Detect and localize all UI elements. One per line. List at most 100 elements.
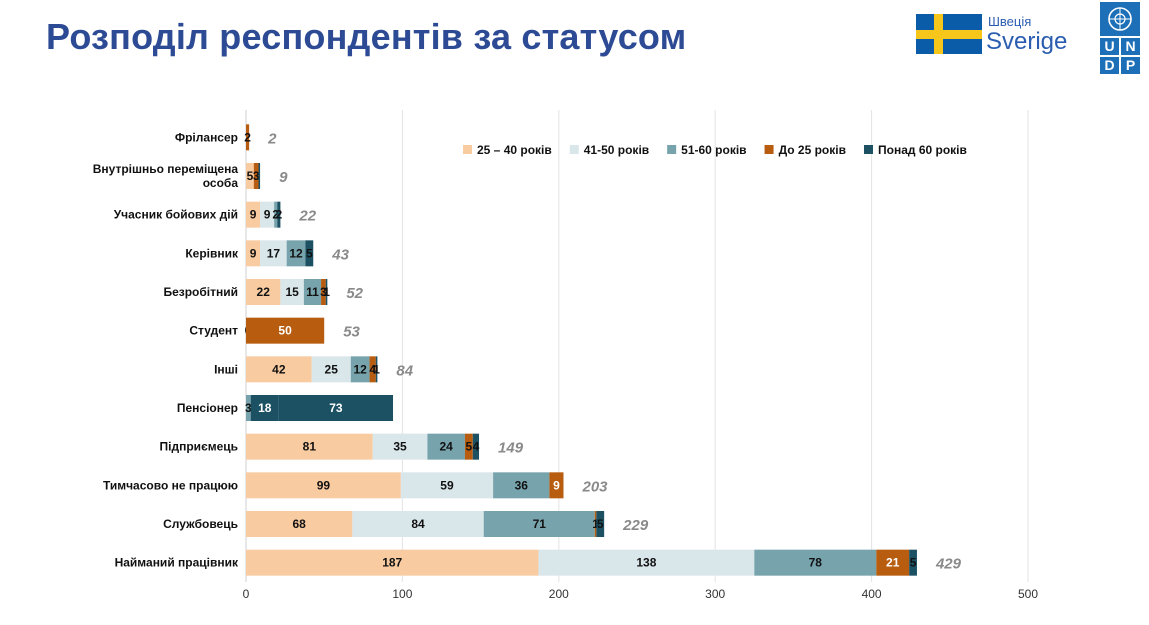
bar-segment (350, 356, 370, 383)
swedish-flag-icon (916, 14, 982, 54)
bar-segment (369, 356, 376, 383)
bar-segment (280, 279, 304, 305)
bar-segment (876, 549, 910, 576)
bar-segment (303, 279, 322, 305)
bar-segment (258, 163, 261, 189)
bar-segment (286, 240, 306, 267)
legend-swatch (863, 145, 873, 154)
bar-segment-label: 81 (303, 440, 317, 454)
x-tick-label: 400 (862, 587, 882, 601)
legend-swatch (463, 145, 472, 154)
bar-segment-label: 9 (250, 208, 257, 222)
bar-segment-label: 24 (440, 440, 454, 454)
x-tick-label: 300 (705, 587, 725, 601)
undp-letter: D (1100, 57, 1119, 74)
bar-segment-label: 1 (592, 517, 599, 531)
bar-segment (246, 472, 401, 499)
bar-segment-label: 3 (253, 169, 260, 183)
bar-segment (250, 395, 279, 421)
bar-segment-label: 36 (515, 478, 529, 492)
bar-segment-label: 9 (250, 246, 257, 260)
legend-label: 51-60 років (681, 143, 746, 157)
category-label: Тимчасово не працюю (103, 478, 238, 492)
bar-segment-label: 12 (289, 246, 303, 260)
bar-segment (400, 472, 494, 499)
bar-segment (909, 549, 917, 576)
bar-segment-label: 1 (373, 362, 380, 376)
sweden-logo-wordmark: Sverige (986, 28, 1068, 55)
bar-segment (311, 356, 351, 383)
bar-segment (464, 433, 473, 460)
bar-segment (372, 433, 428, 460)
category-label: Фрілансер (175, 130, 238, 144)
bar-segment-label: 9 (553, 478, 560, 492)
bar-total-label: 149 (498, 440, 524, 457)
bar-segment-label: 59 (440, 478, 454, 492)
legend-label: 41-50 років (584, 143, 649, 157)
bar-segment (246, 124, 250, 151)
legend-label: 25 – 40 років (477, 143, 552, 157)
bar-segment-label: 71 (533, 517, 547, 531)
x-tick-label: 0 (243, 587, 250, 601)
sweden-logo: Швеція Sverige (916, 14, 1076, 58)
category-label: Учасник бойових дій (114, 208, 238, 222)
bar-segment-label: 5 (910, 556, 917, 570)
bar-segment (260, 201, 275, 228)
bar-segment-label: 21 (886, 556, 900, 570)
x-tick-label: 100 (392, 587, 412, 601)
bar-total-label: 229 (622, 517, 649, 534)
bar-segment-label: 17 (267, 246, 281, 260)
bar-total-label: 43 (331, 246, 349, 263)
legend-swatch (667, 145, 677, 154)
bar-segment-label: 42 (272, 362, 286, 376)
category-label: Студент (189, 324, 238, 338)
bar-total-label: 2 (267, 130, 277, 147)
bar-segment (246, 511, 353, 537)
category-label: Безробітний (163, 285, 238, 299)
bar-segment (594, 511, 597, 537)
bar-segment (277, 201, 281, 228)
undp-letter: N (1121, 38, 1140, 55)
bar-segment-label: 18 (258, 401, 272, 415)
bar-segment-label: 5 (466, 440, 473, 454)
bar-segment-label: 99 (317, 478, 331, 492)
bar-segment-label: 68 (292, 517, 306, 531)
legend-label: До 25 років (779, 143, 846, 157)
bar-segment (253, 163, 259, 189)
bar-segment (246, 240, 261, 267)
bar-segment-label: 73 (329, 401, 343, 415)
bar-segment (246, 356, 312, 383)
bar-segment-label: 35 (393, 440, 407, 454)
bar-segment-label: 9 (264, 208, 271, 222)
bar-segment (246, 395, 251, 421)
undp-letter: P (1121, 57, 1140, 74)
legend-swatch (569, 145, 579, 154)
x-tick-label: 200 (549, 587, 569, 601)
bar-segment-label: 5 (247, 169, 254, 183)
bar-segment (352, 511, 484, 537)
bar-segment (596, 511, 605, 537)
bar-segment-label: 22 (257, 285, 271, 299)
bar-segment (246, 163, 254, 189)
bar-segment (325, 279, 328, 305)
bar-segment-label: 5 (597, 517, 604, 531)
bar-total-label: 53 (343, 324, 360, 341)
bar-segment-label: 11 (306, 285, 319, 299)
un-emblem-icon (1100, 2, 1140, 36)
bar-segment-label: 187 (382, 556, 402, 570)
bar-segment-label: 12 (353, 362, 367, 376)
bar-segment (274, 201, 278, 228)
sweden-logo-caption: Швеція (988, 14, 1032, 29)
category-label: Підприємець (160, 440, 238, 454)
bar-segment (538, 549, 755, 576)
category-label: особа (203, 176, 239, 190)
bar-segment-label: 50 (278, 324, 292, 338)
bar-segment-label: 4 (369, 362, 376, 376)
bar-total-label: 203 (581, 478, 608, 495)
bar-segment-label: 78 (809, 556, 823, 570)
bar-segment (321, 279, 326, 305)
bar-segment-label: 1 (323, 285, 330, 299)
bar-segment-label: 3 (320, 285, 327, 299)
bar-segment (754, 549, 877, 576)
